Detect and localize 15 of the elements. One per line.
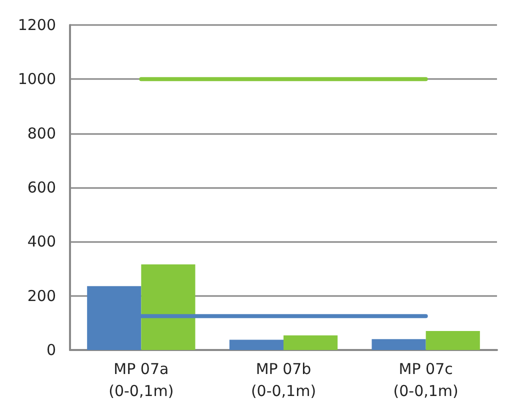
- y-tick-label: 600: [27, 178, 56, 196]
- y-tick-label: 400: [27, 232, 56, 251]
- y-tick-label: 0: [46, 341, 56, 359]
- x-tick-label: MP 07b (0-0,1m): [250, 360, 316, 400]
- y-tick-label: 800: [27, 124, 56, 142]
- bar: [229, 340, 284, 350]
- x-tick-label: MP 07c (0-0,1m): [393, 360, 458, 400]
- y-tick-label: 1000: [18, 70, 56, 88]
- bar: [284, 335, 338, 350]
- bar: [372, 339, 426, 350]
- x-tick-label: MP 07a (0-0,1m): [108, 360, 174, 400]
- bar: [426, 331, 480, 350]
- y-tick-label: 200: [27, 286, 56, 305]
- bar: [141, 264, 196, 350]
- y-tick-label: 1200: [18, 16, 56, 34]
